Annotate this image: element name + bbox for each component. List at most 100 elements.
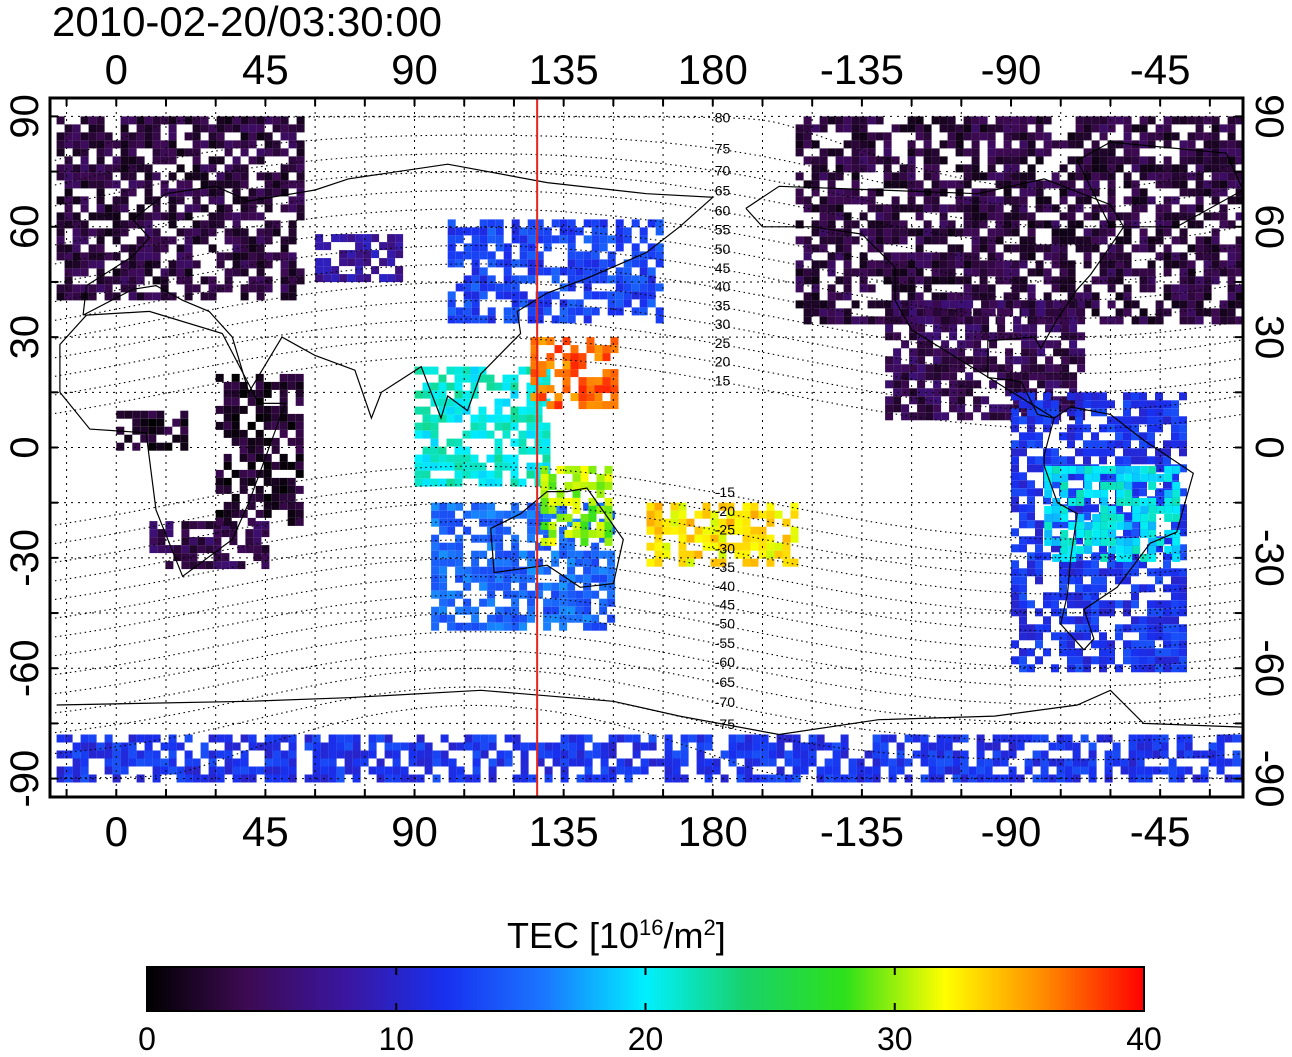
tec-cell	[72, 758, 81, 767]
tec-cell	[520, 742, 529, 751]
tec-cell	[1123, 408, 1131, 417]
tec-cell	[478, 414, 487, 423]
tec-cell	[979, 284, 988, 293]
tec-cell	[648, 742, 657, 751]
tec-cell	[631, 291, 640, 300]
tec-cell	[176, 252, 185, 261]
tec-cell	[542, 430, 551, 439]
tec-cell	[455, 502, 464, 511]
tec-cell	[1075, 616, 1083, 625]
tec-cell	[1053, 348, 1062, 357]
tec-cell	[1043, 624, 1051, 633]
tec-cell	[503, 243, 512, 252]
tec-cell	[827, 172, 836, 181]
tec-cell	[602, 353, 611, 362]
tec-cell	[248, 204, 257, 213]
tec-cell	[720, 750, 729, 759]
tec-cell	[655, 219, 664, 228]
tec-cell	[1216, 758, 1225, 767]
tec-cell	[1219, 140, 1228, 149]
tec-cell	[487, 235, 496, 244]
tec-cell	[572, 505, 581, 514]
tec-cell	[639, 267, 648, 276]
tec-cell	[1148, 497, 1157, 506]
tec-cell	[1084, 473, 1093, 482]
tec-cell	[931, 116, 940, 125]
tec-cell	[987, 308, 996, 317]
tec-cell	[120, 260, 129, 269]
tec-cell	[295, 421, 304, 430]
tec-cell	[888, 766, 897, 775]
tec-cell	[827, 228, 836, 237]
tec-cell	[172, 434, 181, 443]
tec-cell	[742, 550, 751, 559]
tec-cell	[1027, 648, 1035, 657]
tec-cell	[1059, 244, 1068, 253]
tec-cell	[702, 502, 711, 511]
tec-cell	[583, 283, 592, 292]
tec-cell	[564, 481, 573, 490]
tec-cell	[431, 550, 440, 559]
tec-cell	[1179, 568, 1187, 577]
tec-cell	[1148, 465, 1157, 474]
tec-cell	[1088, 766, 1097, 775]
tec-cell	[1144, 734, 1153, 743]
tec-cell	[1164, 513, 1173, 522]
tec-cell	[591, 275, 600, 284]
tec-cell	[487, 574, 496, 583]
tec-cell	[231, 381, 240, 390]
tec-cell	[56, 148, 65, 157]
tec-cell	[288, 276, 297, 285]
tec-cell	[736, 766, 745, 775]
tec-cell	[80, 164, 89, 173]
tec-cell	[1051, 252, 1060, 261]
tec-cell	[662, 550, 671, 559]
tec-cell	[803, 244, 812, 253]
tec-cell	[200, 292, 209, 301]
tec-cell	[72, 766, 81, 775]
tec-cell	[583, 307, 592, 316]
tec-cell	[1100, 497, 1109, 506]
tec-cell	[200, 742, 209, 751]
tec-cell	[295, 445, 304, 454]
tec-cell	[240, 774, 249, 783]
tec-cell	[575, 267, 584, 276]
tec-cell	[439, 518, 448, 527]
tec-cell	[664, 766, 673, 775]
tec-cell	[899, 268, 908, 277]
tec-cell	[584, 734, 593, 743]
tec-cell	[936, 734, 945, 743]
tec-cell	[462, 366, 471, 375]
tec-cell	[387, 258, 396, 267]
tec-cell	[189, 553, 198, 562]
tec-cell	[470, 470, 479, 479]
tec-cell	[1136, 750, 1145, 759]
tec-cell	[463, 315, 472, 324]
tec-cell	[1019, 576, 1027, 585]
tec-cell	[205, 561, 214, 570]
tec-cell	[835, 252, 844, 261]
tec-cell	[584, 758, 593, 767]
tec-cell	[987, 148, 996, 157]
tec-cell	[80, 284, 89, 293]
tec-cell	[1035, 124, 1044, 133]
tec-cell	[527, 219, 536, 228]
tec-cell	[915, 180, 924, 189]
tec-cell	[168, 116, 177, 125]
tec-cell	[168, 236, 177, 245]
tec-cell	[495, 566, 504, 575]
tec-cell	[1184, 766, 1193, 775]
tec-cell	[422, 414, 431, 423]
tec-cell	[1227, 116, 1236, 125]
tec-cell	[1107, 140, 1116, 149]
tec-cell	[1043, 268, 1052, 277]
tec-cell	[208, 228, 217, 237]
magnetic-latitude-label: -40	[715, 578, 735, 594]
tec-cell	[120, 758, 129, 767]
tec-cell	[559, 622, 568, 631]
tec-cell	[559, 307, 568, 316]
tec-cell	[1203, 156, 1212, 165]
tec-cell	[1091, 408, 1099, 417]
tec-cell	[80, 758, 89, 767]
tec-cell	[931, 180, 940, 189]
